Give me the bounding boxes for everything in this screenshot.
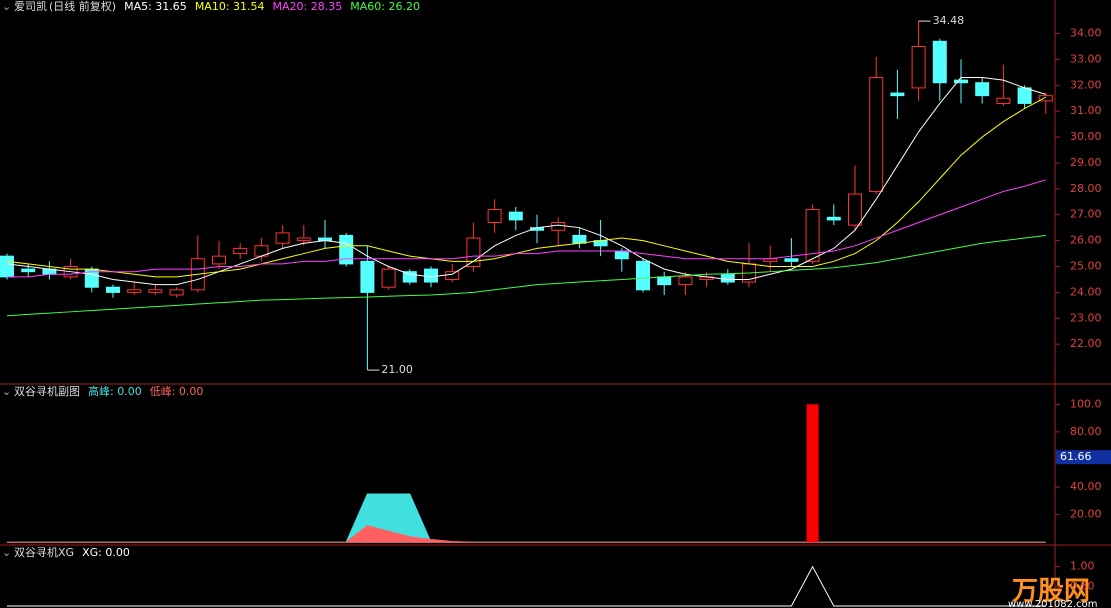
- annotation-label: 21.00: [381, 363, 413, 376]
- candle-body: [636, 260, 650, 291]
- y-tick-label: 28.00: [1070, 182, 1102, 195]
- candle-body: [975, 82, 990, 97]
- y-tick-label: 100.0: [1070, 397, 1102, 410]
- candle-body: [784, 258, 799, 262]
- legend-entry: MA5: 31.65: [124, 0, 187, 13]
- candle-body: [1017, 87, 1032, 104]
- candle-body: [296, 237, 311, 242]
- cursor-box: [1056, 450, 1111, 465]
- candle-body: [445, 271, 460, 280]
- y-tick-label: 34.00: [1070, 27, 1102, 40]
- candle-body: [869, 77, 884, 192]
- panel-title: 双谷寻机XG: [14, 545, 74, 559]
- candle-body: [848, 193, 862, 226]
- candle-body: [657, 276, 672, 286]
- candle-body: [0, 255, 14, 278]
- watermark-url: www.201082.com: [1008, 599, 1098, 608]
- panel-subtitle: (日线 前复权): [49, 0, 116, 13]
- panel-title: 双谷寻机副图: [14, 384, 80, 398]
- candle-body: [127, 289, 142, 293]
- y-tick-label: 0.50: [1070, 579, 1095, 592]
- candle-body: [360, 260, 375, 293]
- candle-body: [402, 271, 417, 283]
- ma-line: [7, 179, 1046, 278]
- panel-marker: ⌄: [2, 0, 11, 13]
- y-tick-label: 32.00: [1070, 78, 1102, 91]
- y-tick-label: 29.00: [1070, 156, 1102, 169]
- line: [7, 565, 1046, 607]
- candle-body: [424, 268, 438, 283]
- candle-body: [572, 234, 587, 244]
- bar: [806, 404, 819, 543]
- legend-entry: 高峰: 0.00: [88, 384, 142, 398]
- panel-marker: ⌄: [2, 546, 11, 559]
- candle-body: [678, 276, 693, 286]
- candle-body: [932, 40, 947, 84]
- candle-body: [275, 232, 290, 244]
- candle-body: [1038, 95, 1053, 102]
- y-tick-label: 40.00: [1070, 480, 1102, 493]
- candle-body: [996, 97, 1011, 104]
- panel-title: 爱司凯: [14, 0, 47, 13]
- panel-marker: ⌄: [2, 385, 11, 398]
- candle-body: [551, 222, 566, 231]
- y-tick-label: 80.00: [1070, 425, 1102, 438]
- ma-line: [6, 234, 1046, 317]
- y-tick-label: 24.00: [1070, 285, 1102, 298]
- legend-entry: MA20: 28.35: [273, 0, 343, 13]
- candle-body: [212, 255, 226, 265]
- candle-body: [233, 247, 248, 255]
- y-tick-label: 20.00: [1070, 508, 1102, 521]
- legend-entry: XG: 0.00: [82, 546, 130, 559]
- watermark-brand: 万股网: [1012, 577, 1090, 607]
- legend-entry: MA10: 31.54: [195, 0, 265, 13]
- annotation-label: 34.48: [933, 14, 965, 27]
- legend-entry: MA60: 26.20: [350, 0, 420, 13]
- candle-body: [466, 237, 481, 268]
- y-tick-label: 26.00: [1070, 234, 1102, 247]
- candle-body: [508, 211, 523, 221]
- candle-body: [911, 45, 926, 89]
- y-tick-label: 1.00: [1070, 560, 1095, 573]
- candle-body: [720, 273, 735, 283]
- candle-body: [614, 250, 629, 260]
- ma-line: [6, 96, 1047, 278]
- candle-body: [21, 268, 36, 273]
- y-tick-label: 33.00: [1070, 52, 1102, 65]
- candle-body: [381, 268, 396, 288]
- area: [7, 493, 1046, 543]
- candle-body: [169, 289, 184, 296]
- y-tick-label: 22.00: [1070, 337, 1102, 350]
- candle-body: [487, 209, 502, 224]
- legend-entry: 低峰: 0.00: [150, 385, 204, 398]
- candle-body: [148, 289, 163, 293]
- ma-line: [6, 77, 1046, 286]
- y-tick-label: 23.00: [1070, 311, 1102, 324]
- candle-body: [106, 286, 120, 293]
- area: [7, 525, 1046, 543]
- y-tick-label: 30.00: [1070, 130, 1102, 143]
- candle-body: [890, 92, 905, 97]
- y-tick-label: 27.00: [1070, 208, 1102, 221]
- y-tick-label: 31.00: [1070, 104, 1102, 117]
- cursor-label: 61.66: [1060, 450, 1092, 463]
- y-tick-label: 25.00: [1070, 260, 1102, 273]
- candle-body: [805, 209, 820, 262]
- candle-body: [954, 79, 968, 84]
- candle-body: [826, 216, 841, 221]
